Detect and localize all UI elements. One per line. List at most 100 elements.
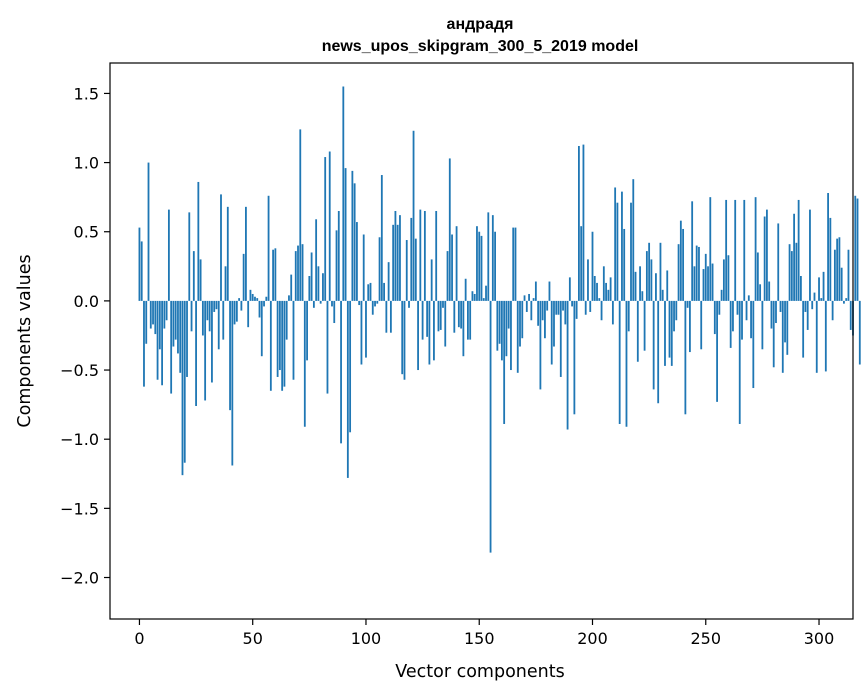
bar-12 [165, 300, 168, 321]
bar-209 [611, 300, 614, 325]
bar-210 [614, 187, 617, 301]
bar-293 [802, 300, 805, 358]
bar-271 [752, 300, 755, 389]
bar-111 [389, 300, 392, 333]
bar-163 [507, 300, 510, 329]
bar-313 [847, 249, 850, 301]
bar-110 [387, 262, 390, 301]
bar-188 [564, 300, 567, 325]
bar-202 [596, 282, 598, 301]
bar-157 [494, 231, 496, 301]
bar-170 [523, 295, 526, 301]
bar-55 [263, 300, 265, 307]
bar-0 [138, 227, 141, 301]
bar-156 [491, 215, 494, 301]
bar-105 [376, 300, 379, 304]
x-tick-label: 50 [243, 629, 263, 648]
bar-256 [718, 300, 721, 315]
x-axis-label: Vector components [395, 662, 564, 682]
y-axis-label: Components values [15, 254, 35, 427]
x-tick-label: 100 [351, 629, 382, 648]
bar-77 [312, 300, 315, 308]
bar-273 [756, 252, 759, 301]
bar-200 [591, 231, 594, 301]
bar-159 [498, 300, 501, 344]
bar-45 [240, 300, 243, 311]
x-axis: 0 50 100 150 200 250 300 [134, 619, 834, 648]
bar-165 [512, 227, 515, 301]
bar-47 [245, 206, 247, 301]
bar-305 [829, 217, 832, 301]
bar-263 [734, 199, 737, 301]
bar-294 [804, 300, 807, 312]
x-tick-label: 250 [690, 629, 721, 648]
bar-8 [156, 300, 159, 380]
bar-311 [843, 300, 845, 304]
bar-85 [331, 300, 333, 307]
bar-182 [550, 300, 553, 365]
bar-240 [682, 228, 685, 301]
chart-subtitle: news_upos_skipgram_300_5_2019 model [322, 38, 639, 55]
bar-34 [215, 300, 218, 310]
bar-161 [503, 300, 506, 424]
bar-255 [716, 300, 718, 402]
bar-33 [213, 300, 216, 312]
bar-231 [661, 289, 664, 301]
bar-25 [195, 300, 197, 406]
bar-107 [380, 175, 383, 301]
bar-278 [768, 281, 771, 301]
bar-260 [727, 255, 730, 301]
bar-3 [145, 300, 148, 344]
bar-22 [188, 212, 191, 301]
bar-254 [713, 300, 716, 335]
bar-234 [668, 300, 671, 358]
bar-238 [677, 244, 680, 301]
bar-106 [378, 237, 381, 301]
chart-title: андрадя [447, 16, 514, 33]
bar-70 [297, 245, 299, 301]
bar-301 [820, 298, 823, 301]
bar-265 [738, 300, 741, 424]
y-tick-label: −0.5 [60, 361, 99, 380]
bar-166 [514, 227, 517, 301]
bar-257 [720, 289, 723, 301]
y-tick-label: 0.5 [74, 223, 99, 242]
bar-222 [641, 291, 644, 301]
bar-98 [360, 300, 363, 365]
bar-76 [310, 252, 313, 301]
bar-230 [659, 242, 662, 301]
bar-56 [265, 296, 268, 301]
bar-series [138, 86, 861, 553]
bar-115 [399, 215, 401, 301]
bar-82 [324, 157, 327, 301]
y-tick-label: −1.0 [60, 430, 99, 449]
bar-128 [428, 300, 431, 365]
bar-63 [281, 300, 284, 391]
bar-302 [822, 271, 825, 301]
bar-83 [326, 300, 329, 394]
bar-66 [288, 295, 290, 301]
bar-247 [698, 246, 700, 301]
bar-252 [709, 197, 712, 301]
bar-297 [811, 300, 814, 310]
bar-169 [521, 300, 524, 339]
bar-266 [741, 300, 743, 340]
bar-177 [539, 300, 542, 390]
bar-308 [836, 238, 839, 301]
bar-48 [247, 300, 250, 328]
bar-190 [568, 277, 571, 301]
bar-9 [158, 300, 161, 350]
bar-20 [183, 300, 186, 463]
bar-62 [278, 300, 281, 371]
bar-218 [632, 179, 635, 301]
bar-183 [553, 300, 555, 347]
bar-67 [290, 274, 293, 301]
bar-164 [510, 300, 512, 371]
bar-223 [643, 300, 646, 351]
bar-2 [143, 300, 145, 387]
bar-44 [238, 298, 241, 301]
bar-269 [747, 295, 750, 301]
bar-197 [584, 300, 587, 315]
bar-194 [578, 145, 580, 301]
bar-171 [525, 300, 528, 312]
